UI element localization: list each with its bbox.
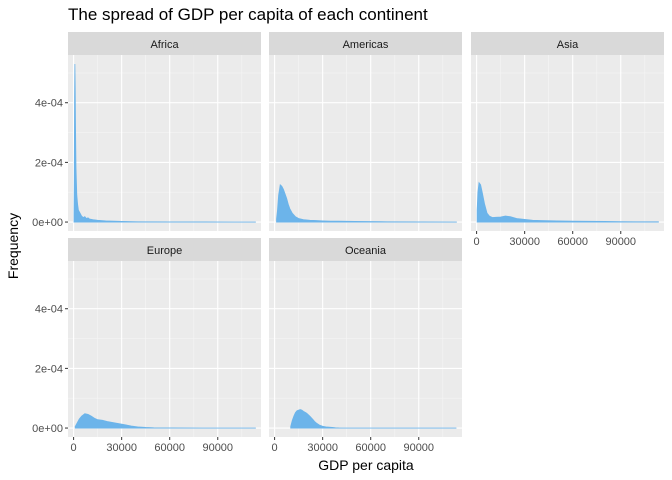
y-tick-label: 0e+00	[32, 423, 63, 435]
y-tick-label: 2e-04	[35, 363, 63, 375]
x-tick-label: 90000	[605, 236, 636, 248]
y-tick-label: 0e+00	[32, 217, 63, 229]
facet-americas: Americas	[269, 32, 462, 231]
y-axis-title: Frequency	[5, 213, 21, 279]
x-tick-label: 90000	[403, 442, 434, 454]
panel-background	[269, 55, 462, 231]
density-area	[290, 409, 457, 429]
x-tick-label: 60000	[154, 442, 185, 454]
panel-background	[68, 261, 261, 437]
x-tick-label: 0	[71, 442, 77, 454]
facet-strip	[471, 32, 664, 55]
facet-strip-label: Europe	[147, 245, 182, 257]
facet-oceania: Oceania 0 30000 60000 90000	[269, 238, 462, 454]
facet-strip	[269, 238, 462, 261]
x-axis-title: GDP per capita	[318, 457, 414, 473]
density-area	[74, 413, 256, 429]
x-tick-label: 60000	[355, 442, 386, 454]
facet-strip-label: Asia	[557, 39, 579, 51]
density-area	[73, 63, 256, 223]
x-tick-label: 0	[474, 236, 480, 248]
facet-strip	[269, 32, 462, 55]
x-tick-label: 0	[272, 442, 278, 454]
facet-strip-label: Americas	[343, 39, 389, 51]
density-area	[476, 181, 659, 223]
y-tick-label: 4e-04	[35, 304, 63, 316]
x-tick-label: 30000	[106, 442, 137, 454]
chart-title: The spread of GDP per capita of each con…	[68, 5, 428, 24]
facet-strip	[68, 32, 261, 55]
facet-strip	[68, 238, 261, 261]
x-tick-label: 30000	[509, 236, 540, 248]
x-tick-label: 30000	[307, 442, 338, 454]
facet-africa: Africa 0e+00 2e-04 4e-04	[32, 32, 261, 231]
x-tick-label: 90000	[202, 442, 233, 454]
facet-panels: Africa 0e+00 2e-04 4e-04 Americas Asia 0 30000 6…	[32, 32, 664, 454]
x-tick-label: 60000	[557, 236, 588, 248]
panel-background	[68, 55, 261, 231]
y-tick-label: 4e-04	[35, 98, 63, 110]
facet-asia: Asia 0 30000 60000 90000	[471, 32, 664, 248]
panel-background	[471, 55, 664, 231]
facet-strip-label: Africa	[150, 39, 179, 51]
y-tick-label: 2e-04	[35, 157, 63, 169]
density-area	[276, 183, 457, 223]
facet-strip-label: Oceania	[345, 245, 387, 257]
facet-europe: Europe 0e+00 2e-04 4e-04 0 30000 60000 90000	[32, 238, 261, 454]
panel-background	[269, 261, 462, 437]
